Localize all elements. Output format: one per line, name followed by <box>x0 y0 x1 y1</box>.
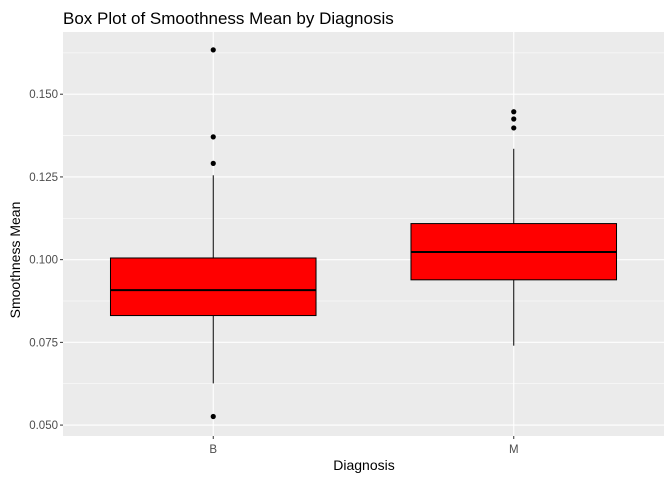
outlier-point <box>511 109 517 115</box>
outlier-point <box>511 116 517 122</box>
y-axis-title: Smoothness Mean <box>7 202 23 319</box>
outlier-point <box>210 47 216 53</box>
chart-title: Box Plot of Smoothness Mean by Diagnosis <box>63 9 394 28</box>
iqr-box <box>109 257 317 317</box>
outlier-point <box>210 413 216 420</box>
y-axis-ticks: 0.050 0.075 0.100 0.125 0.150 <box>29 89 63 432</box>
y-tick-label: 0.125 <box>29 172 58 184</box>
y-tick-label: 0.100 <box>29 255 58 267</box>
box-b <box>109 47 317 420</box>
x-tick-label: B <box>209 444 217 456</box>
outlier-point <box>210 160 216 166</box>
outlier-point <box>210 134 216 140</box>
box-series <box>109 47 618 420</box>
outlier-point <box>511 125 517 131</box>
y-tick-label: 0.150 <box>29 89 58 101</box>
x-tick-label: M <box>509 444 519 456</box>
y-tick-label: 0.075 <box>29 337 58 349</box>
y-tick-label: 0.050 <box>29 420 58 432</box>
box-m <box>410 109 618 346</box>
x-axis-title: Diagnosis <box>333 457 394 473</box>
